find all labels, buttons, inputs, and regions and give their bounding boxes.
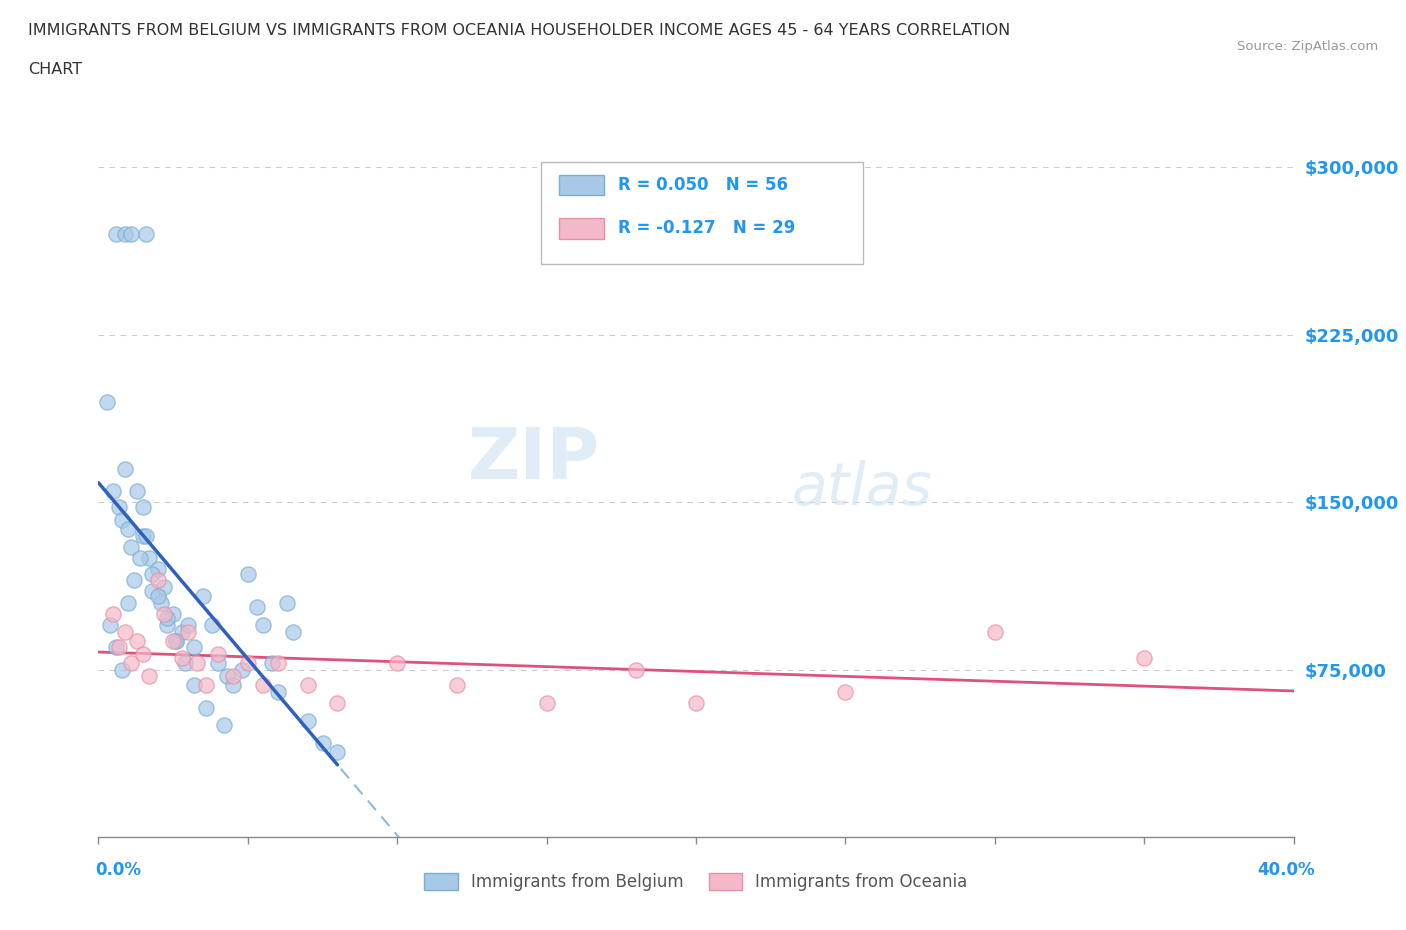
Point <box>135 227 157 242</box>
Point <box>120 656 142 671</box>
Point <box>153 579 176 594</box>
Point <box>215 669 238 684</box>
Bar <box>558 175 605 195</box>
Point <box>114 624 136 639</box>
Point <box>246 600 269 615</box>
Point <box>201 618 224 632</box>
Point <box>108 640 131 655</box>
Point <box>685 696 707 711</box>
Point <box>207 656 229 671</box>
Point <box>117 595 139 610</box>
Point <box>105 640 128 655</box>
Bar <box>558 219 605 238</box>
Text: 0.0%: 0.0% <box>96 861 142 879</box>
Point <box>267 656 290 671</box>
Point <box>132 528 155 543</box>
Point <box>103 484 125 498</box>
Point <box>124 573 146 588</box>
Point <box>105 227 128 242</box>
Point <box>276 595 298 610</box>
Point <box>222 678 245 693</box>
Point <box>252 618 274 632</box>
Point <box>236 656 259 671</box>
Point <box>183 640 205 655</box>
Point <box>103 606 125 621</box>
Point <box>156 618 179 632</box>
Point <box>177 618 200 632</box>
Point <box>222 669 245 684</box>
Point <box>267 684 290 699</box>
Point <box>138 669 160 684</box>
Text: atlas: atlas <box>792 460 932 517</box>
Point <box>191 589 214 604</box>
Point <box>132 499 155 514</box>
Point <box>260 656 283 671</box>
Point <box>385 656 409 671</box>
Point <box>195 678 218 693</box>
Point <box>114 461 136 476</box>
Text: R = -0.127   N = 29: R = -0.127 N = 29 <box>619 219 796 237</box>
Point <box>162 633 184 648</box>
Point <box>148 562 170 577</box>
Point <box>326 745 349 760</box>
Point <box>207 646 229 661</box>
Point <box>326 696 349 711</box>
Point <box>114 227 136 242</box>
Point <box>156 611 179 626</box>
Point <box>148 589 170 604</box>
Point <box>174 656 197 671</box>
Point <box>165 633 187 648</box>
Point <box>120 539 142 554</box>
Point <box>297 713 319 728</box>
Point <box>127 484 149 498</box>
Point <box>834 684 856 699</box>
Text: 40.0%: 40.0% <box>1257 861 1315 879</box>
Point <box>183 678 205 693</box>
Point <box>212 718 235 733</box>
Point <box>138 551 160 565</box>
Point <box>162 606 184 621</box>
Point <box>98 618 122 632</box>
Text: Source: ZipAtlas.com: Source: ZipAtlas.com <box>1237 40 1378 53</box>
Point <box>186 656 208 671</box>
Point <box>96 394 118 409</box>
Point <box>108 499 131 514</box>
Point <box>195 700 218 715</box>
Point <box>148 573 170 588</box>
Point <box>311 736 333 751</box>
Point <box>984 624 1007 639</box>
Point <box>129 551 152 565</box>
Point <box>141 584 163 599</box>
Text: R = 0.050   N = 56: R = 0.050 N = 56 <box>619 176 789 193</box>
Point <box>141 566 163 581</box>
Point <box>111 512 134 527</box>
Point <box>135 528 157 543</box>
Point <box>165 633 187 648</box>
FancyBboxPatch shape <box>541 163 863 264</box>
Point <box>172 624 194 639</box>
Point <box>132 646 155 661</box>
Point <box>177 624 200 639</box>
Point <box>153 606 176 621</box>
Text: ZIP: ZIP <box>468 425 600 494</box>
Point <box>252 678 274 693</box>
Point <box>150 595 173 610</box>
Point <box>536 696 558 711</box>
Text: IMMIGRANTS FROM BELGIUM VS IMMIGRANTS FROM OCEANIA HOUSEHOLDER INCOME AGES 45 - : IMMIGRANTS FROM BELGIUM VS IMMIGRANTS FR… <box>28 23 1011 38</box>
Point <box>626 662 648 677</box>
Point <box>117 522 139 537</box>
Point <box>236 566 259 581</box>
Point <box>297 678 319 693</box>
Legend: Immigrants from Belgium, Immigrants from Oceania: Immigrants from Belgium, Immigrants from… <box>418 866 974 897</box>
Point <box>1133 651 1156 666</box>
Text: CHART: CHART <box>28 62 82 77</box>
Point <box>127 633 149 648</box>
Point <box>172 651 194 666</box>
Point <box>120 227 142 242</box>
Point <box>231 662 253 677</box>
Point <box>446 678 468 693</box>
Point <box>111 662 134 677</box>
Point <box>281 624 304 639</box>
